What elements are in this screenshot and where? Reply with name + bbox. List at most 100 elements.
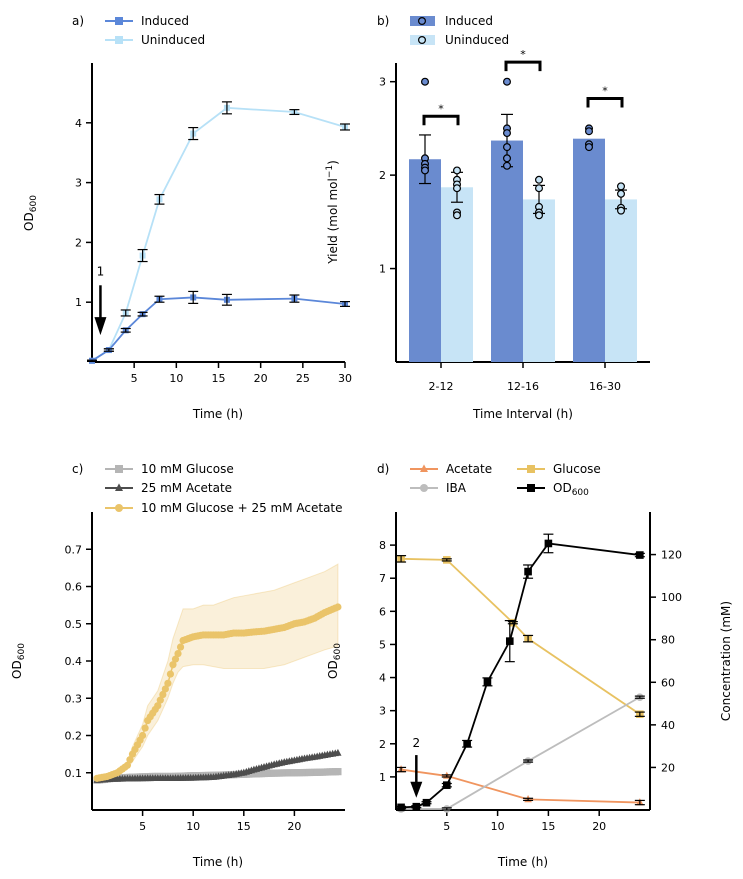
b-data-point — [503, 161, 512, 170]
d-legend-od600-marker — [527, 484, 535, 492]
a-xtick-label: 20 — [254, 372, 268, 385]
b-data-point — [503, 143, 512, 152]
d-xtick-label: 20 — [592, 820, 606, 833]
panel-c-plot: 5 10 15 20 0.1 0.2 0.3 0.4 0.5 0.6 0.7 — [65, 512, 345, 833]
a-errorbar — [289, 109, 300, 116]
d-series-line-iba — [401, 696, 641, 810]
b-data-point — [616, 182, 625, 191]
c-point — [159, 690, 167, 699]
b-data-point — [534, 211, 543, 220]
a-xtick-label: 5 — [131, 372, 138, 385]
b-data-point — [421, 77, 430, 86]
d-errorbar — [421, 801, 432, 805]
c-ytick-label: 0.7 — [65, 543, 83, 556]
a-xtick-label: 15 — [212, 372, 226, 385]
a-ytick-label: 3 — [75, 177, 82, 190]
a-xtick-label: 25 — [296, 372, 310, 385]
b-xtick-label: 16-30 — [589, 380, 621, 393]
panel-a-tag: a) — [72, 14, 84, 28]
d-annotation-label: 2 — [412, 736, 420, 750]
b-significance-star: * — [438, 102, 444, 115]
d-errorbar — [634, 695, 645, 699]
c-point — [334, 603, 342, 611]
d-errorbar — [482, 677, 493, 687]
panel-b: b) Induced Uninduced 1 2 3 2-12 * 12-16 * 16-30 *… — [325, 14, 650, 421]
b-bar-uninduced — [605, 199, 637, 362]
c-point — [334, 748, 342, 756]
a-errorbar — [289, 294, 300, 303]
b-significance-bracket — [586, 97, 624, 108]
panel-c-xlabel: Time (h) — [192, 855, 243, 869]
d-legend-od600-label: OD600 — [553, 481, 589, 498]
b-ytick-label: 2 — [379, 169, 386, 182]
c-xtick-label: 15 — [237, 820, 251, 833]
c-legend-acetate-label: 25 mM Acetate — [141, 481, 232, 495]
d-legend-acetate-marker — [420, 464, 428, 472]
d-errorbar — [523, 634, 534, 643]
b-legend-label-uninduced: Uninduced — [445, 33, 509, 47]
panel-c-legend: 10 mM Glucose 25 mM Acetate 10 mM Glucose … — [105, 462, 343, 515]
a-errorbar — [188, 126, 199, 141]
c-point — [164, 679, 172, 687]
b-data-point — [453, 211, 462, 220]
d-xtick-label: 5 — [443, 820, 450, 833]
panel-b-tag: b) — [377, 14, 389, 28]
c-confidence-band — [96, 563, 339, 780]
panel-d-xlabel: Time (h) — [497, 855, 548, 869]
c-point — [176, 643, 185, 651]
d-errorbar — [396, 555, 407, 563]
a-legend-induced-marker — [115, 17, 123, 25]
d-ytick-label: 8 — [379, 539, 386, 552]
c-xtick-label: 10 — [186, 820, 200, 833]
c-legend-mix-marker — [115, 504, 123, 512]
d-errorbar — [523, 759, 534, 763]
panel-c-tag: c) — [72, 462, 83, 476]
b-data-point — [421, 166, 430, 175]
b-bar-induced — [573, 138, 605, 362]
d-legend-acetate-label: Acetate — [446, 462, 492, 476]
b-significance-bracket — [504, 60, 542, 72]
d-errorbar — [411, 805, 422, 809]
panel-a-ylabel: OD600 — [22, 195, 39, 231]
b-data-point — [616, 189, 625, 198]
b-data-point — [453, 184, 462, 193]
a-errorbar — [120, 327, 131, 333]
b-ytick-label: 3 — [379, 76, 386, 89]
panel-a: a) Induced Uninduced 5 10 15 20 25 30 1 2 3 4 1 Tim… — [22, 14, 352, 421]
a-annotation-arrow-head — [94, 317, 107, 336]
d-errorbar — [396, 805, 407, 809]
d-xtick-label: 10 — [491, 820, 505, 833]
d-errorbar — [441, 782, 452, 788]
b-ytick-label: 1 — [379, 263, 386, 276]
d-legend-glucose-label: Glucose — [553, 462, 601, 476]
d-xtick-label: 15 — [541, 820, 555, 833]
d-ytick-label: 6 — [379, 605, 386, 618]
d-ytick-label: 4 — [379, 672, 386, 685]
c-legend-glucose-marker — [115, 465, 123, 473]
d-errorbar — [634, 799, 645, 806]
a-legend-uninduced-label: Uninduced — [141, 33, 205, 47]
d-ytick-right-label: 20 — [661, 761, 675, 774]
b-xtick-label: 12-16 — [507, 380, 539, 393]
panel-d-ylabel: OD600 — [326, 643, 343, 679]
panel-d-plot: 5 10 15 20 1 2 3 4 5 6 7 8 20 40 60 80 100 120 2 — [379, 512, 682, 833]
d-errorbar — [543, 533, 554, 554]
d-ytick-label: 7 — [379, 572, 386, 585]
c-point — [161, 685, 169, 693]
panel-d-ylabel-right: Concentration (mM) — [719, 601, 733, 721]
b-data-point — [616, 206, 625, 215]
d-errorbar — [396, 766, 407, 773]
d-ytick-right-label: 100 — [661, 591, 682, 604]
c-legend-glucose-label: 10 mM Glucose — [141, 462, 234, 476]
c-legend-mix-label: 10 mM Glucose + 25 mM Acetate — [141, 501, 343, 515]
b-data-point — [503, 154, 512, 163]
b-bar-uninduced — [523, 199, 555, 362]
a-legend-uninduced-marker — [115, 36, 123, 44]
a-errorbar — [120, 309, 131, 317]
d-ytick-right-label: 80 — [661, 634, 675, 647]
d-errorbar — [441, 558, 452, 562]
b-significance-bracket — [422, 114, 460, 126]
c-ytick-label: 0.5 — [65, 618, 83, 631]
b-legend-marker-uninduced — [418, 35, 427, 44]
